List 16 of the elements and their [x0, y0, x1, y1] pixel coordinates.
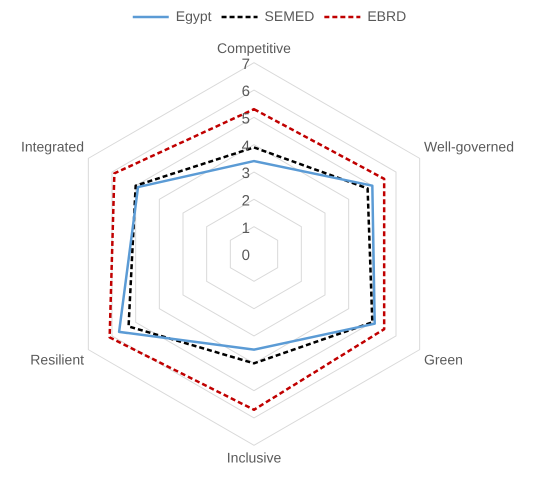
legend-label: EBRD	[367, 8, 406, 24]
y-tick-label: 0	[242, 247, 250, 264]
legend-label: SEMED	[264, 8, 314, 24]
y-tick-label: 5	[242, 110, 250, 128]
y-tick-label: 1	[242, 220, 250, 237]
spoke-label: Well-governed	[424, 138, 514, 154]
spoke-label: Resilient	[30, 351, 84, 368]
y-tick-label: 2	[242, 192, 250, 210]
y-tick-label: 3	[242, 165, 250, 182]
spoke-label: Integrated	[20, 138, 84, 154]
spoke-label: Competitive	[217, 40, 292, 56]
spoke-label: Inclusive	[226, 450, 282, 466]
spoke-label: Green	[424, 351, 463, 368]
legend-label: Egypt	[176, 8, 212, 24]
y-tick-label: 7	[242, 56, 250, 73]
y-tick-label: 6	[242, 83, 250, 100]
